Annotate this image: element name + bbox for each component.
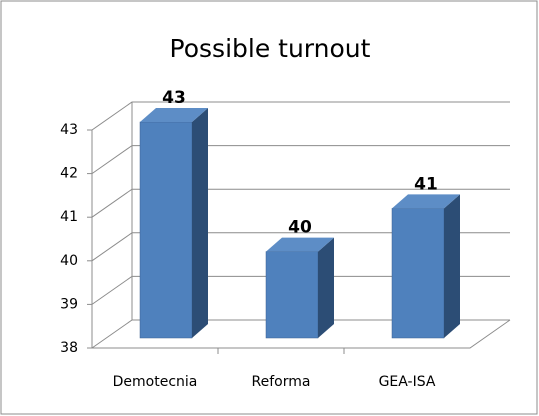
grid-line (91, 145, 510, 175)
y-tick-label: 41 (60, 209, 78, 225)
y-tick-label: 39 (60, 296, 78, 312)
bar-side (444, 194, 460, 338)
grid-line (91, 101, 510, 131)
grid-line (91, 188, 510, 218)
bar-top (266, 237, 334, 252)
x-tick-label: Reforma (252, 374, 311, 390)
chart-title: Possible turnout (170, 34, 371, 63)
bar-side (192, 108, 208, 338)
bar (391, 208, 445, 339)
value-label: 43 (162, 88, 186, 108)
grid-line (91, 275, 510, 305)
grid-line (91, 232, 510, 262)
bar-side (318, 237, 334, 338)
value-label: 40 (288, 218, 312, 238)
y-tick-label: 43 (60, 122, 78, 138)
bar (265, 251, 319, 339)
y-tick-label: 40 (60, 253, 78, 269)
bar (139, 121, 193, 339)
value-label: 41 (414, 174, 438, 194)
grid-line (91, 319, 510, 349)
y-tick-label: 42 (60, 166, 78, 182)
bar-top (140, 108, 208, 122)
y-tick-label: 38 (60, 340, 78, 356)
bar-top (392, 194, 460, 209)
x-tick-label: Demotecnia (113, 374, 198, 390)
x-tick-label: GEA-ISA (379, 374, 436, 390)
